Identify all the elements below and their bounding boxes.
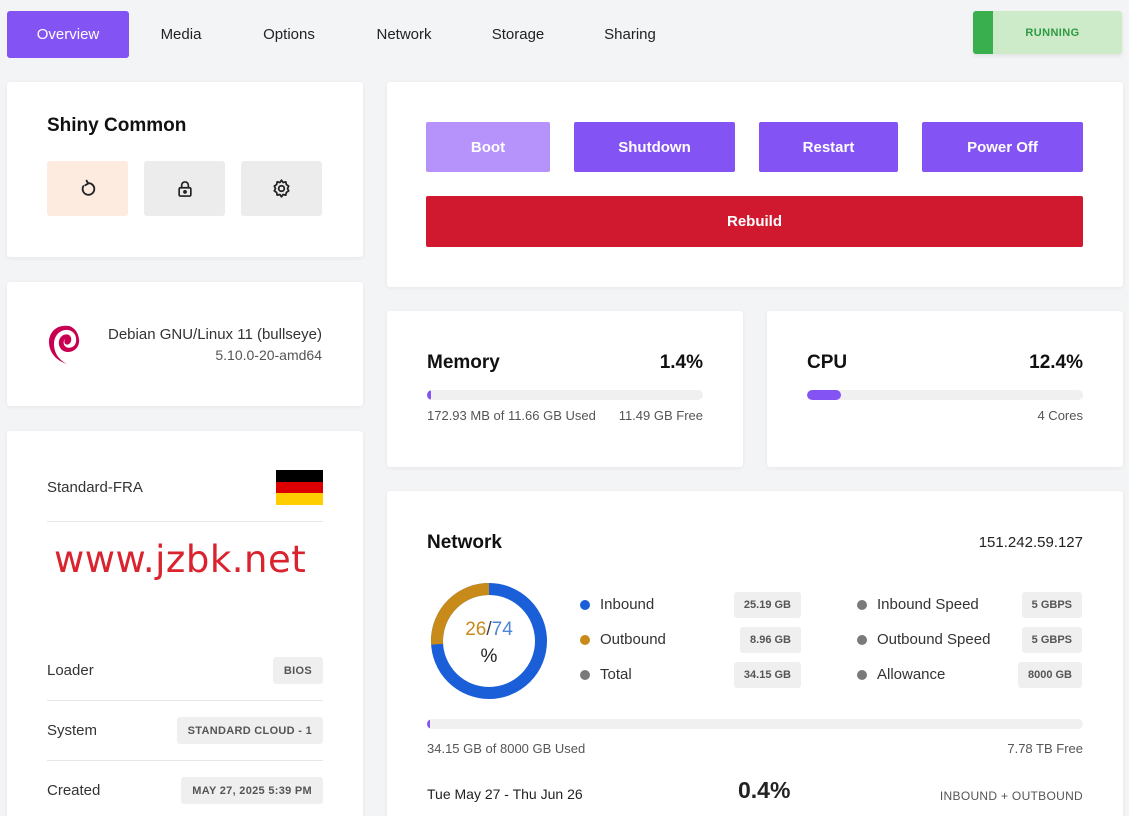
shutdown-button[interactable]: Shutdown (574, 122, 735, 172)
power-off-button[interactable]: Power Off (922, 122, 1083, 172)
network-card: Network 151.242.59.127 26/74 % Inbound 2… (387, 491, 1123, 816)
system-label: System (47, 722, 98, 739)
tab-network[interactable]: Network (376, 26, 432, 43)
loader-label: Loader (47, 662, 94, 679)
network-title: Network (427, 532, 502, 553)
boot-button[interactable]: Boot (426, 122, 550, 172)
donut-unit: % (480, 646, 498, 667)
lock-button[interactable] (144, 161, 225, 216)
created-value: MAY 27, 2025 5:39 PM (181, 777, 323, 804)
memory-title: Memory (427, 352, 500, 373)
os-card: Debian GNU/Linux 11 (bullseye) 5.10.0-20… (7, 282, 363, 406)
outbound-speed-value: 5 GBPS (1021, 627, 1082, 653)
os-name: Debian GNU/Linux 11 (bullseye) (108, 326, 322, 343)
cpu-cores: 4 Cores (1037, 408, 1083, 423)
loader-value: BIOS (272, 657, 323, 684)
legend-label: Outbound Speed (877, 631, 991, 648)
memory-used: 172.93 MB of 11.66 GB Used (427, 408, 596, 423)
legend-outbound-speed: Outbound Speed (857, 631, 990, 648)
donut-separator: / (486, 619, 492, 640)
tab-media[interactable]: Media (160, 26, 202, 43)
traffic-donut-chart (431, 583, 547, 699)
outbound-dot-icon (580, 634, 590, 645)
created-label: Created (47, 782, 101, 799)
inbound-value: 25.19 GB (733, 592, 801, 618)
debian-logo-icon (49, 325, 80, 364)
legend-label: Total (600, 666, 632, 683)
cpu-progress-fill (807, 390, 842, 400)
inbound-dot-icon (580, 599, 590, 610)
bandwidth-used: 34.15 GB of 8000 GB Used (427, 741, 586, 756)
divider (47, 700, 323, 701)
watermark-text: www.jzbk.net (54, 538, 307, 581)
reinstall-button[interactable] (47, 161, 128, 216)
tab-sharing[interactable]: Sharing (604, 26, 656, 43)
lock-icon (177, 180, 192, 197)
legend-label: Allowance (877, 666, 946, 683)
divider (47, 760, 323, 761)
rebuild-button[interactable]: Rebuild (426, 196, 1083, 247)
legend-label: Outbound (600, 631, 666, 648)
legend-label: Inbound Speed (877, 596, 979, 613)
cpu-percent: 12.4% (1029, 352, 1083, 373)
legend-label: Inbound (600, 596, 655, 613)
system-value: STANDARD CLOUD - 1 (176, 717, 323, 744)
bandwidth-progress-track (427, 719, 1083, 729)
power-controls-card: Boot Shutdown Restart Power Off Rebuild (387, 82, 1123, 287)
allowance-value: 8000 GB (1017, 662, 1082, 688)
germany-flag-icon (276, 470, 323, 505)
outbound-speed-dot-icon (857, 634, 867, 645)
donut-outbound-value: 26 (465, 619, 487, 640)
memory-card: Memory 1.4% 172.93 MB of 11.66 GB Used 1… (387, 311, 743, 467)
cpu-progress-track (807, 390, 1083, 400)
tab-overview[interactable]: Overview (7, 11, 129, 58)
legend-total: Total (580, 666, 632, 683)
inbound-speed-dot-icon (857, 599, 867, 610)
restart-button[interactable]: Restart (759, 122, 898, 172)
total-dot-icon (580, 669, 590, 680)
donut-ratio: 26/74 (427, 619, 551, 641)
server-name: Shiny Common (47, 115, 187, 136)
inbound-speed-value: 5 GBPS (1021, 592, 1082, 618)
cpu-card: CPU 12.4% 4 Cores (767, 311, 1123, 467)
tab-options[interactable]: Options (263, 26, 315, 43)
cpu-title: CPU (807, 352, 848, 373)
status-indicator-bar (973, 11, 993, 54)
outbound-value: 8.96 GB (740, 627, 801, 653)
usage-type: INBOUND + OUTBOUND (939, 789, 1083, 803)
os-kernel: 5.10.0-20-amd64 (215, 347, 322, 363)
tab-bar: Overview Media Options Network Storage S… (7, 11, 687, 58)
billing-period: Tue May 27 - Thu Jun 26 (427, 786, 583, 802)
memory-free: 11.49 GB Free (618, 408, 703, 423)
total-value: 34.15 GB (733, 662, 801, 688)
settings-button[interactable] (241, 161, 322, 216)
legend-outbound: Outbound (580, 631, 666, 648)
bandwidth-free: 7.78 TB Free (1007, 741, 1083, 756)
server-card: Shiny Common (7, 82, 363, 257)
divider (47, 521, 323, 522)
status-label: RUNNING (1025, 26, 1080, 39)
donut-inbound-value: 74 (491, 619, 513, 640)
ip-address: 151.242.59.127 (978, 534, 1083, 551)
location-label: Standard-FRA (47, 479, 143, 496)
memory-progress-track (427, 390, 703, 400)
allowance-dot-icon (857, 669, 867, 680)
status-badge: RUNNING (973, 11, 1122, 54)
gear-icon (273, 179, 290, 198)
memory-progress-fill (427, 390, 431, 400)
refresh-icon (81, 179, 95, 196)
period-usage-percent: 0.4% (738, 777, 791, 803)
server-info-card: Standard-FRA www.jzbk.net Loader BIOS Sy… (7, 431, 363, 816)
memory-percent: 1.4% (659, 352, 703, 373)
legend-inbound: Inbound (580, 596, 654, 613)
bandwidth-progress-fill (427, 719, 430, 729)
tab-storage[interactable]: Storage (491, 26, 545, 43)
legend-allowance: Allowance (857, 666, 945, 683)
legend-inbound-speed: Inbound Speed (857, 596, 979, 613)
